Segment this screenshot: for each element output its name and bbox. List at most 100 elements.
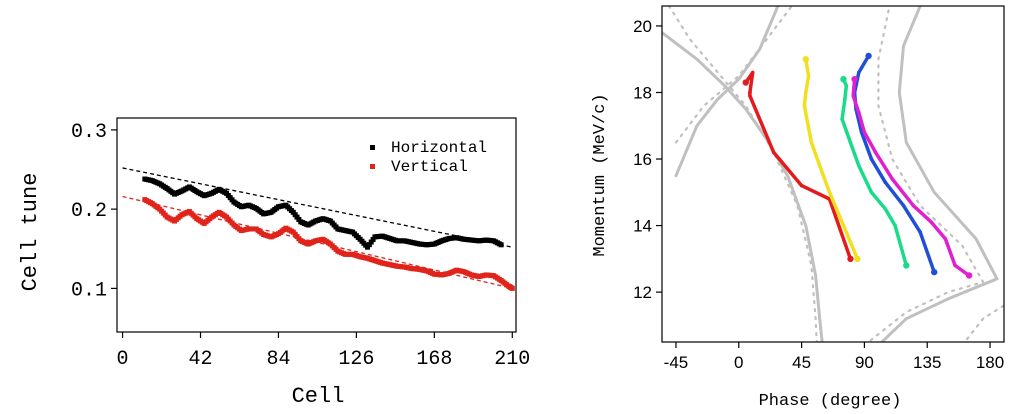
momentum-point-1 <box>806 74 811 78</box>
tune-chart: 0 42 84 126 168 210 0.10.20.3 Cell Cell tune … <box>18 117 530 409</box>
fit-line-0 <box>122 167 513 248</box>
momentum-point-4 <box>953 263 957 268</box>
reference-curve-5 <box>866 6 985 342</box>
momentum-point-2 <box>883 207 888 211</box>
x-tick-label: 135 <box>913 353 941 372</box>
momentum-point-1 <box>841 223 846 228</box>
legend-marker-horizontal <box>370 145 375 150</box>
momentum-point-0 <box>847 255 854 263</box>
legend-marker-vertical <box>370 164 375 169</box>
point-fill-horizontal <box>370 236 376 242</box>
y-tick-label: 18 <box>633 83 652 102</box>
momentum-point-2 <box>840 75 847 83</box>
momentum-point-3 <box>857 70 861 75</box>
tune-x-axis-label: Cell <box>292 384 345 409</box>
momentum-point-1 <box>817 163 822 168</box>
x-tick-label: 0 <box>734 353 743 372</box>
momentum-point-4 <box>862 130 867 135</box>
momentum-point-1 <box>802 104 807 108</box>
reference-curve-0 <box>662 31 824 342</box>
momentum-point-3 <box>931 268 938 276</box>
momentum-point-2 <box>843 97 847 101</box>
tune-y-ticks: 0.1 0.2 0.3 <box>71 121 117 302</box>
momentum-point-2 <box>840 117 844 121</box>
y-tick-label: 0.3 <box>71 121 107 144</box>
tune-points <box>142 176 515 291</box>
reference-curve-2 <box>879 6 999 342</box>
legend-label-vertical: Vertical <box>391 158 468 176</box>
tune-plot-frame <box>116 117 517 333</box>
x-tick-label: -45 <box>664 353 689 372</box>
point-vertical <box>509 285 515 291</box>
tune-y-axis-label: Cell tune <box>18 173 43 292</box>
y-tick-label: 12 <box>633 283 652 302</box>
momentum-point-3 <box>869 157 874 161</box>
momentum-point-1 <box>854 255 861 263</box>
momentum-point-4 <box>929 220 934 225</box>
momentum-point-3 <box>901 203 906 208</box>
reference-curve-6 <box>963 304 1004 342</box>
x-tick-label: 84 <box>266 348 290 371</box>
x-tick-label: 42 <box>189 348 213 371</box>
y-tick-label: 16 <box>633 150 652 169</box>
momentum-series-line-3 <box>852 54 936 274</box>
momentum-point-4 <box>873 150 878 155</box>
momentum-point-4 <box>857 110 861 115</box>
momentum-point-0 <box>799 183 804 188</box>
momentum-series-line-4 <box>851 77 971 278</box>
x-tick-label: 210 <box>494 348 530 371</box>
legend-label-horizontal: Horizontal <box>391 139 487 157</box>
momentum-point-1 <box>803 90 808 95</box>
phase-y-ticks: 12 14 16 18 20 <box>633 17 662 302</box>
momentum-series <box>742 52 973 279</box>
x-tick-label: 0 <box>117 348 129 371</box>
y-tick-label: 14 <box>633 217 652 236</box>
momentum-point-3 <box>865 52 872 60</box>
reference-curves <box>662 6 1004 342</box>
series-horizontal <box>142 176 504 250</box>
tune-legend: Horizontal Vertical <box>370 139 487 176</box>
x-tick-label: 45 <box>792 353 811 372</box>
momentum-point-1 <box>809 140 814 145</box>
momentum-point-3 <box>883 180 888 185</box>
y-tick-label: 20 <box>633 17 652 36</box>
momentum-point-0 <box>748 94 752 98</box>
point-horizontal <box>498 242 504 248</box>
momentum-point-2 <box>893 223 897 228</box>
x-tick-label: 126 <box>338 348 374 371</box>
phase-plot-frame <box>661 5 1005 343</box>
momentum-point-2 <box>903 262 910 269</box>
reference-curve-3 <box>667 6 818 342</box>
momentum-point-4 <box>943 237 948 241</box>
point-fill-horizontal <box>366 242 372 248</box>
momentum-point-4 <box>965 272 973 279</box>
reference-curve-4 <box>674 6 793 144</box>
point-horizontal <box>365 244 371 250</box>
momentum-point-2 <box>857 163 861 168</box>
momentum-point-1 <box>802 56 809 63</box>
momentum-point-0 <box>750 70 755 75</box>
momentum-point-0 <box>771 150 776 155</box>
x-tick-label: 168 <box>416 348 452 371</box>
momentum-point-4 <box>851 75 858 83</box>
y-tick-label: 0.1 <box>71 279 107 302</box>
momentum-point-2 <box>869 190 874 195</box>
momentum-series-line-2 <box>840 77 909 268</box>
phase-x-ticks: -45 0 45 90 135 180 <box>664 342 1004 372</box>
y-tick-label: 0.2 <box>71 200 107 223</box>
momentum-point-4 <box>851 94 856 98</box>
tune-x-ticks: 0 42 84 126 168 210 <box>117 332 530 371</box>
phase-momentum-chart: -45 0 45 90 135 180 12 14 16 18 20 Phase (degree)… <box>591 5 1005 411</box>
momentum-point-0 <box>742 79 749 86</box>
phase-x-axis-label: Phase (degree) <box>759 392 902 411</box>
momentum-series-line-1 <box>802 57 860 261</box>
momentum-point-4 <box>911 203 916 208</box>
x-tick-label: 180 <box>976 353 1004 372</box>
momentum-point-1 <box>827 190 832 195</box>
momentum-point-0 <box>748 90 752 95</box>
momentum-series-line-0 <box>744 70 853 261</box>
phase-y-axis-label: Momentum (MeV/c) <box>591 93 610 256</box>
momentum-point-2 <box>848 140 853 145</box>
momentum-point-3 <box>918 230 923 235</box>
